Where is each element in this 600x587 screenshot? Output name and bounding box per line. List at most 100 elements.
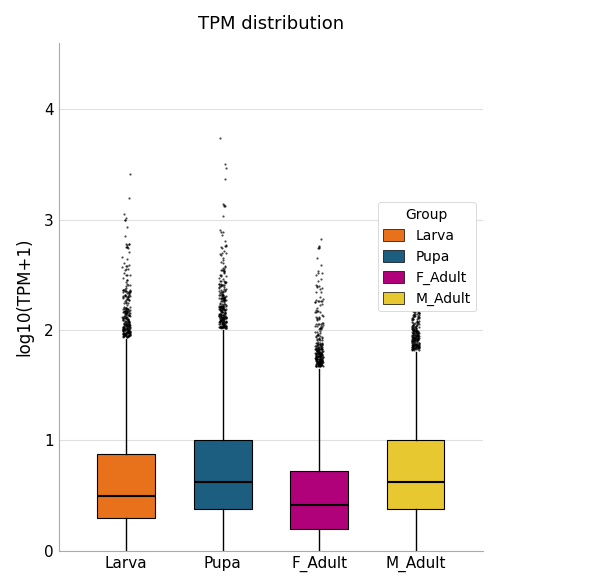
Point — [219, 266, 229, 276]
Point — [122, 303, 131, 313]
Point — [414, 332, 424, 341]
Point — [219, 276, 229, 285]
Point — [311, 351, 321, 360]
Point — [219, 312, 229, 322]
Point — [218, 290, 228, 299]
Point — [317, 340, 326, 349]
Point — [315, 348, 325, 357]
Point — [311, 307, 320, 316]
Point — [125, 310, 134, 319]
Point — [216, 310, 226, 319]
Point — [311, 349, 320, 358]
Point — [120, 329, 130, 339]
Point — [217, 280, 227, 289]
Point — [121, 291, 131, 301]
Point — [220, 319, 229, 328]
Point — [219, 293, 229, 302]
Point — [316, 357, 326, 366]
Point — [214, 312, 224, 321]
Point — [219, 303, 229, 312]
Point — [409, 323, 418, 333]
Point — [216, 288, 226, 297]
Point — [413, 313, 423, 322]
Point — [409, 330, 419, 340]
Point — [215, 309, 224, 319]
Point — [314, 334, 324, 343]
Point — [122, 255, 131, 264]
Point — [218, 286, 227, 295]
Point — [409, 336, 418, 346]
Point — [121, 325, 130, 335]
Point — [217, 231, 226, 240]
Point — [408, 341, 418, 350]
Point — [219, 201, 229, 211]
Point — [313, 356, 322, 366]
Point — [118, 325, 128, 334]
Point — [414, 317, 424, 326]
Point — [410, 302, 419, 311]
Point — [218, 294, 228, 303]
Point — [314, 241, 323, 251]
Point — [218, 315, 228, 325]
Point — [221, 295, 230, 304]
Point — [413, 331, 422, 340]
Point — [412, 330, 422, 339]
Point — [409, 321, 418, 330]
Point — [122, 325, 131, 334]
Point — [311, 308, 320, 317]
Point — [119, 330, 128, 340]
Point — [316, 359, 325, 369]
Point — [221, 272, 230, 281]
Point — [316, 348, 326, 357]
Point — [407, 342, 417, 352]
Point — [409, 335, 418, 345]
Point — [120, 306, 130, 316]
Point — [315, 340, 325, 349]
Point — [312, 281, 322, 291]
Point — [311, 338, 320, 348]
Point — [119, 269, 129, 278]
Point — [311, 345, 320, 354]
Point — [118, 315, 128, 325]
Point — [409, 281, 418, 291]
Point — [124, 319, 134, 329]
Point — [122, 321, 132, 330]
Point — [415, 312, 424, 322]
Point — [125, 281, 134, 290]
Point — [218, 295, 228, 305]
Point — [410, 326, 419, 335]
Point — [125, 170, 135, 179]
Point — [118, 326, 127, 335]
Point — [121, 261, 131, 271]
Point — [311, 344, 320, 353]
Point — [221, 323, 231, 332]
Point — [409, 294, 419, 303]
Point — [317, 345, 326, 354]
Point — [216, 271, 226, 281]
Point — [119, 329, 129, 339]
Point — [221, 304, 231, 313]
Point — [121, 303, 131, 313]
Point — [218, 254, 227, 263]
Point — [123, 304, 133, 313]
Point — [125, 302, 135, 312]
Point — [317, 299, 326, 309]
Point — [122, 279, 131, 289]
Point — [124, 319, 134, 329]
Point — [218, 259, 228, 268]
Point — [313, 330, 322, 339]
Point — [121, 305, 130, 314]
Point — [217, 307, 226, 316]
Point — [314, 242, 323, 252]
Point — [123, 323, 133, 332]
Point — [311, 360, 320, 370]
Point — [215, 317, 224, 326]
Point — [409, 326, 418, 335]
Point — [313, 359, 323, 368]
Point — [413, 332, 422, 342]
Point — [314, 360, 323, 369]
Point — [119, 302, 129, 312]
Point — [314, 330, 323, 340]
Point — [415, 320, 424, 329]
Point — [122, 309, 132, 318]
